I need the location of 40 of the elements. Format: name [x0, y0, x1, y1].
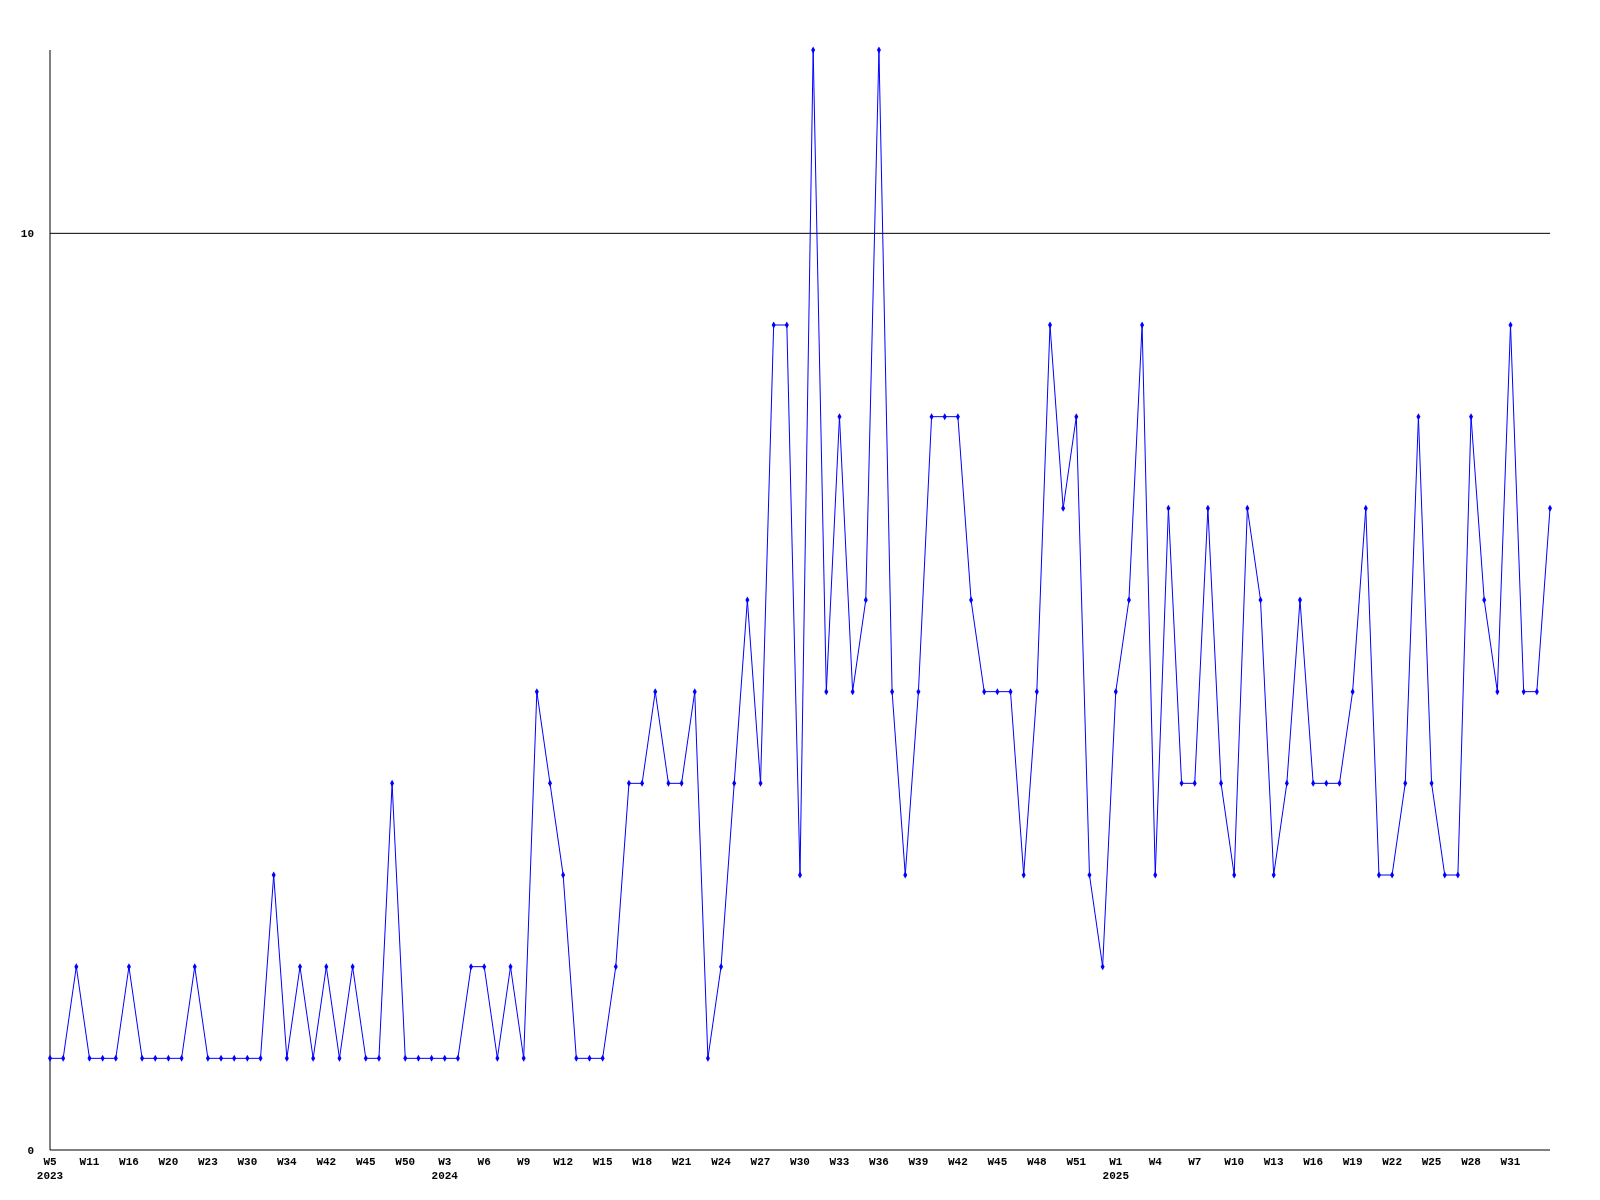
x-tick-label: W30	[790, 1156, 810, 1168]
y-tick-label: 10	[20, 228, 34, 241]
x-tick-label: W45	[987, 1156, 1008, 1168]
x-tick-label: W24	[711, 1156, 732, 1168]
x-tick-label: W6	[477, 1156, 491, 1168]
x-tick-label: W11	[79, 1156, 100, 1168]
x-tick-label: W31	[1500, 1156, 1521, 1168]
x-tick-label: W48	[1026, 1156, 1048, 1168]
x-tick-label: W39	[908, 1156, 929, 1168]
x-tick-label: W30	[237, 1156, 258, 1168]
x-tick-label: W34	[276, 1156, 298, 1168]
x-tick-label: W45	[355, 1156, 377, 1168]
x-tick-label: W20	[158, 1156, 179, 1168]
x-tick-label: W16	[119, 1156, 139, 1168]
x-tick-label: W9	[517, 1156, 531, 1168]
x-tick-label: W5 2023	[36, 1156, 64, 1183]
x-tick-label: W42	[947, 1156, 968, 1168]
x-tick-label: W23	[197, 1156, 219, 1168]
x-tick-label: W28	[1461, 1156, 1482, 1168]
x-tick-label: W50	[395, 1156, 416, 1168]
x-tick-label: W36	[869, 1156, 889, 1168]
x-tick-label: W12	[553, 1156, 574, 1168]
y-tick-label: 0	[27, 1144, 34, 1157]
x-tick-label: W33	[829, 1156, 850, 1168]
x-tick-label: W18	[632, 1156, 653, 1168]
x-tick-label: W21	[671, 1156, 692, 1168]
x-tick-label: W10	[1224, 1156, 1245, 1168]
x-tick-label: W25	[1421, 1156, 1442, 1168]
x-tick-label: W1 2025	[1102, 1156, 1130, 1183]
x-tick-label: W16	[1303, 1156, 1324, 1168]
x-tick-label: W22	[1382, 1156, 1403, 1168]
x-tick-label: W51	[1066, 1156, 1087, 1168]
x-tick-label: W42	[316, 1156, 337, 1168]
x-tick-label: W27	[750, 1156, 771, 1168]
x-tick-label: W3 2024	[431, 1156, 459, 1183]
x-tick-label: W7	[1188, 1156, 1202, 1168]
x-tick-label: W19	[1342, 1156, 1363, 1168]
x-tick-label: W13	[1263, 1156, 1284, 1168]
x-tick-label: W15	[592, 1156, 613, 1168]
x-tick-label: W4	[1148, 1156, 1163, 1168]
